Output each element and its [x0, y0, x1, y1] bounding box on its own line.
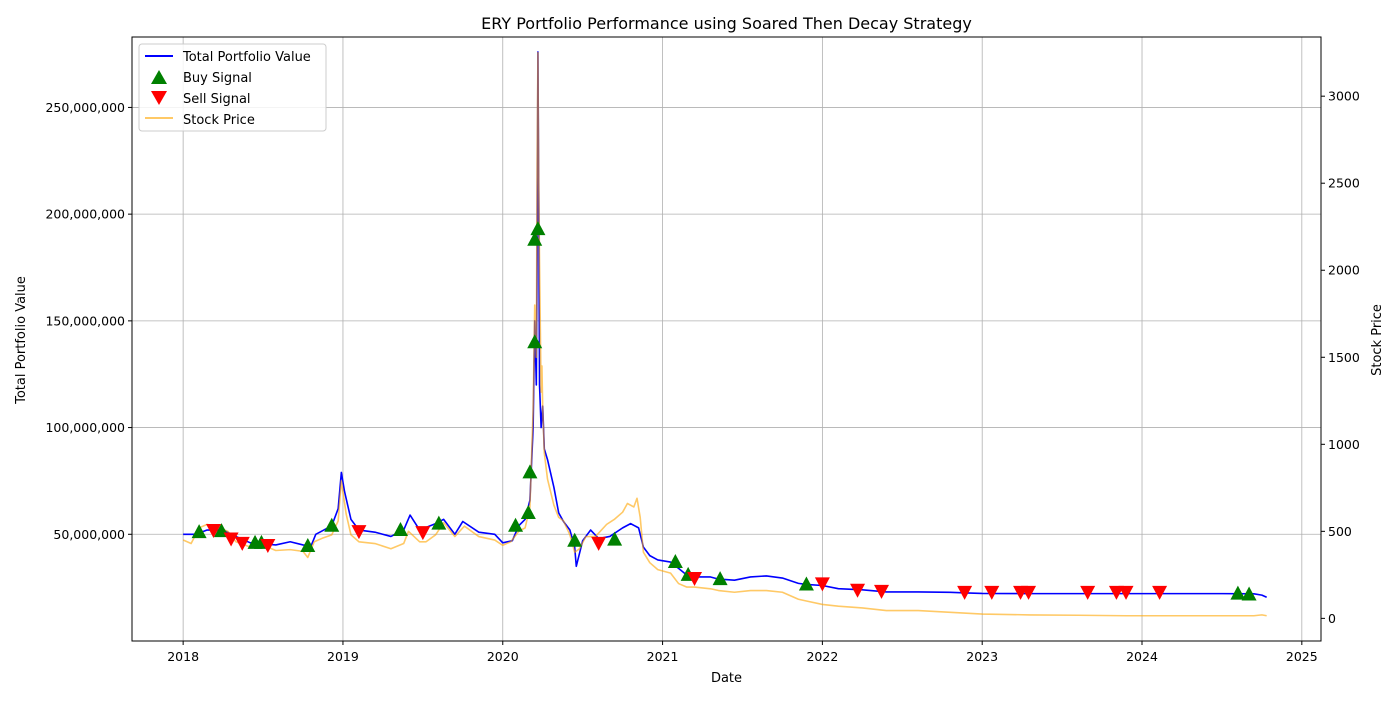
plot-frame — [131, 36, 1322, 642]
legend: Total Portfolio Value Buy Signal Sell Si… — [138, 43, 327, 132]
sell-signal-marker — [1021, 585, 1037, 600]
legend-box — [138, 43, 327, 132]
buy-signal-marker — [607, 531, 623, 546]
y-tick-label-right: 500 — [1328, 524, 1352, 539]
sell-signal-marker — [687, 572, 703, 587]
chart-title: ERY Portfolio Performance using Soared T… — [481, 14, 972, 33]
sell-signal-marker — [1118, 585, 1134, 600]
buy-signal-marker — [667, 554, 683, 569]
sell-signal-marker — [814, 577, 830, 592]
y-tick-label-right: 1500 — [1328, 350, 1360, 365]
x-tick-label: 2025 — [1286, 649, 1318, 664]
x-tick-label: 2018 — [167, 649, 199, 664]
y-tick-label-right: 2500 — [1328, 176, 1360, 191]
buy-signal-marker — [530, 221, 546, 236]
buy-signal-marker — [1241, 586, 1257, 601]
buy-signal-marker — [712, 571, 728, 586]
sell-signal-marker — [223, 532, 239, 547]
y-tick-label-left: 150,000,000 — [45, 313, 125, 328]
x-tick-label: 2022 — [806, 649, 838, 664]
legend-price-label: Stock Price — [183, 113, 255, 128]
y-tick-label-left: 100,000,000 — [45, 420, 125, 435]
y-tick-label-right: 0 — [1328, 611, 1336, 626]
buy-signal-marker — [567, 532, 583, 547]
sell-signal-marker — [984, 585, 1000, 600]
sell-signal-marker — [234, 536, 250, 551]
buy-signal-marker — [520, 504, 536, 519]
sell-signal-marker — [1080, 585, 1096, 600]
buy-signal-marker — [798, 576, 814, 591]
buy-signal-marker — [527, 334, 543, 349]
sell-signal-marker — [351, 525, 367, 540]
y-tick-label-left: 200,000,000 — [45, 207, 125, 222]
buy-signal-marker — [508, 517, 524, 532]
sell-signal-marker — [850, 583, 866, 598]
sell-signal-marker — [260, 538, 276, 553]
sell-signal-marker — [1108, 585, 1124, 600]
y-tick-label-left: 50,000,000 — [53, 527, 125, 542]
buy-signal-marker — [431, 515, 447, 530]
x-axis-title: Date — [711, 671, 742, 686]
legend-portfolio-label: Total Portfolio Value — [182, 50, 311, 65]
sell-signal-marker — [874, 584, 890, 599]
marker-layer — [191, 221, 1257, 601]
buy-signal-marker — [392, 522, 408, 537]
legend-sell-icon — [151, 91, 167, 105]
y-tick-label-right: 1000 — [1328, 437, 1360, 452]
sell-signal-marker — [1152, 585, 1168, 600]
legend-buy-label: Buy Signal — [183, 71, 252, 86]
sell-signal-marker — [415, 526, 431, 541]
stock-price-line — [182, 51, 1267, 617]
x-tick-label: 2024 — [1126, 649, 1158, 664]
sell-signal-marker — [206, 524, 222, 539]
sell-signal-marker — [957, 585, 973, 600]
y-axis-title-right: Stock Price — [1370, 304, 1385, 376]
sell-signal-marker — [591, 536, 607, 551]
buy-signal-marker — [522, 464, 538, 479]
y-tick-label-right: 2000 — [1328, 263, 1360, 278]
y-tick-label-right: 3000 — [1328, 89, 1360, 104]
buy-signal-marker — [1230, 585, 1246, 600]
buy-signal-marker — [191, 524, 207, 539]
x-tick-label: 2019 — [327, 649, 359, 664]
buy-signal-marker — [324, 517, 340, 532]
x-tick-label: 2023 — [966, 649, 998, 664]
x-tick-label: 2021 — [647, 649, 679, 664]
axis-layer: 2018 2019 2020 2021 2022 2023 2024 2025 50,000,0… — [45, 89, 1359, 664]
legend-buy-icon — [151, 70, 167, 84]
y-tick-label-left: 250,000,000 — [45, 100, 125, 115]
buy-signal-marker — [300, 538, 316, 553]
y-axis-title-left: Total Portfolio Value — [14, 276, 29, 405]
x-tick-label: 2020 — [487, 649, 519, 664]
grid-layer — [132, 37, 1321, 641]
buy-signal-marker — [527, 231, 543, 246]
legend-sell-label: Sell Signal — [183, 92, 251, 107]
